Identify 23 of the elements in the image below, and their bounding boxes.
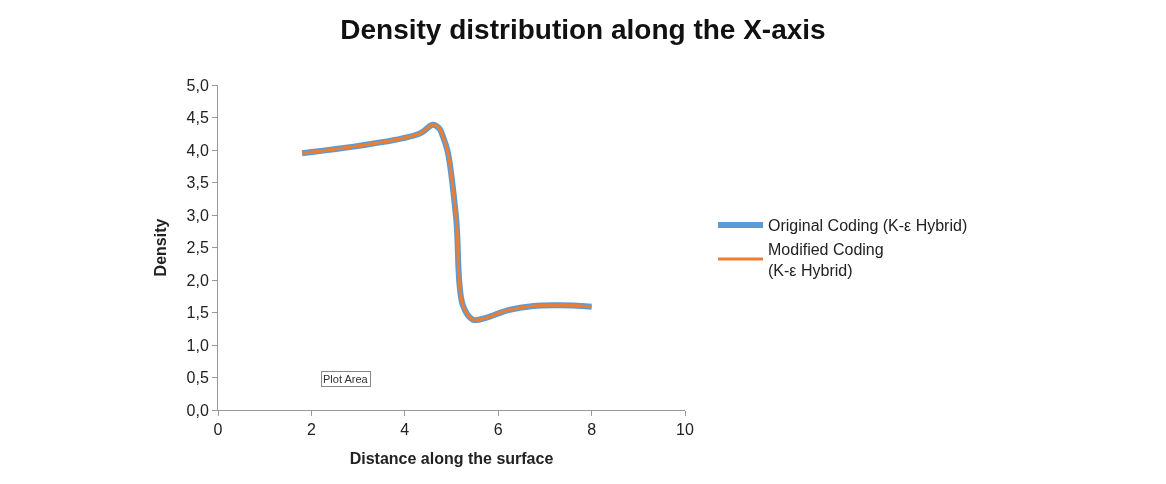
x-tick-label: 2: [306, 421, 316, 439]
y-tick-label: 1,5: [186, 304, 209, 322]
y-tick-label: 2,0: [186, 271, 209, 289]
x-tick-label: 8: [587, 421, 597, 439]
y-axis-title: Density: [152, 218, 170, 277]
x-tick-label: 0: [213, 421, 223, 439]
x-axis-title: Distance along the surface: [349, 449, 554, 467]
annotation: Plot Area: [323, 373, 369, 385]
y-tick-label: 0,0: [186, 401, 209, 419]
y-tick-label: 4,0: [186, 141, 209, 159]
legend-label: Original Coding (K-ε Hybrid): [768, 217, 968, 235]
y-tick-label: 5,0: [186, 76, 209, 94]
y-tick-label: 3,5: [186, 174, 209, 192]
x-tick-label: 6: [493, 421, 503, 439]
x-tick-label: 10: [676, 421, 694, 439]
y-tick-label: 1,0: [186, 336, 209, 354]
y-tick-label: 0,5: [186, 369, 209, 387]
y-tick-label: 3,0: [186, 206, 209, 224]
y-tick-label: 2,5: [186, 239, 209, 257]
chart-title: Density distribution along the X-axis: [340, 13, 826, 45]
y-tick-label: 4,5: [186, 109, 209, 127]
legend-label: Modified Coding (K-ε Hybrid): [768, 240, 884, 279]
x-tick-label: 4: [400, 421, 410, 439]
